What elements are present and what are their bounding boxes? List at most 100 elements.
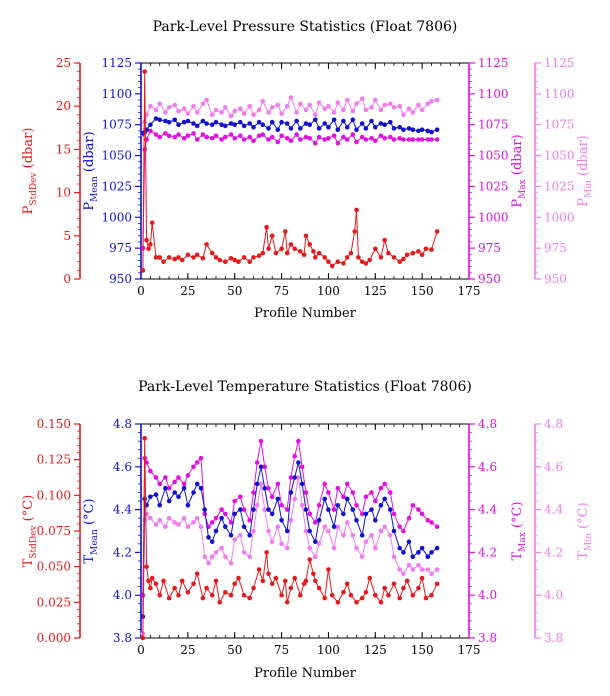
max-data-point	[209, 520, 215, 525]
stddev-data-point	[283, 229, 288, 234]
mean-data-point	[153, 492, 159, 497]
mean-data-point	[354, 518, 359, 523]
mean-data-point	[341, 118, 346, 124]
min-data-point	[419, 107, 425, 113]
max-data-point	[288, 475, 294, 480]
min-data-point	[185, 111, 191, 116]
max-data-point	[185, 133, 191, 139]
stddev-axis-title: PStdDev (dbar)	[21, 128, 39, 215]
x-tick-label: 0	[137, 643, 145, 657]
mean-data-point	[144, 503, 149, 508]
max-data-point	[279, 503, 284, 508]
stddev-data-point	[166, 255, 172, 260]
stddev-data-point	[179, 257, 185, 263]
mean-data-point	[335, 127, 341, 132]
min-data-point	[284, 545, 290, 551]
mean-data-point	[191, 490, 196, 495]
stddev-data-point	[311, 249, 316, 254]
stddev-axis-title-unit: (°C)	[21, 495, 36, 526]
min-data-point	[153, 522, 159, 527]
min-data-point	[251, 528, 256, 534]
stddev-tick-label: 0.025	[37, 595, 71, 609]
stddev-data-point	[264, 224, 269, 230]
mean-data-point	[434, 127, 440, 132]
mean-data-point	[363, 126, 369, 131]
mean-data-point	[228, 121, 234, 126]
max-data-point	[373, 498, 378, 504]
min-data-point	[378, 528, 384, 534]
stddev-data-point	[367, 257, 373, 263]
stddev-data-point	[378, 255, 384, 260]
mean-data-point	[292, 475, 298, 480]
x-tick-label: 75	[274, 284, 289, 298]
stddev-data-point	[200, 255, 206, 261]
mean-tick-label: 1100	[101, 87, 132, 101]
x-tick-label: 150	[411, 643, 434, 657]
x-tick-label: 175	[458, 643, 481, 657]
stddev-data-point	[251, 255, 256, 260]
max-axis-title: TMax (°C)	[510, 501, 528, 560]
stddev-data-point	[148, 242, 153, 247]
max-data-point	[401, 137, 406, 142]
min-series	[140, 475, 440, 636]
stddev-data-point	[273, 250, 279, 256]
stddev-data-point	[316, 250, 322, 256]
stddev-data-point	[416, 585, 421, 591]
stddev-data-point	[391, 255, 397, 260]
stddev-data-point	[386, 250, 391, 256]
max-data-point	[397, 524, 403, 529]
temperature-x-axis-label: Profile Number	[254, 666, 357, 681]
mean-data-point	[335, 503, 341, 508]
stddev-tick-label: 0.150	[37, 417, 71, 431]
min-tick-label: 950	[544, 272, 567, 286]
max-data-point	[429, 520, 434, 525]
mean-data-point	[176, 494, 181, 500]
stddev-data-point	[194, 252, 200, 258]
min-data-point	[213, 107, 219, 113]
min-data-point	[191, 520, 196, 525]
min-axis-title: PMin (dbar)	[576, 135, 594, 207]
mean-data-point	[232, 511, 237, 517]
mean-data-point	[153, 116, 159, 121]
min-data-point	[299, 503, 305, 508]
min-data-point	[406, 106, 412, 111]
max-data-point	[251, 490, 256, 495]
max-tick-label: 3.8	[478, 631, 497, 645]
mean-data-point	[200, 118, 206, 124]
mean-data-point	[350, 507, 356, 512]
max-data-point	[254, 460, 260, 465]
max-data-point	[238, 133, 243, 139]
stddev-tick-label: 0.000	[37, 631, 71, 645]
min-data-point	[181, 515, 187, 521]
mean-data-point	[181, 119, 187, 125]
max-data-point	[213, 515, 219, 521]
mean-series	[140, 460, 440, 619]
stddev-data-point	[176, 255, 181, 260]
x-tick-label: 125	[364, 643, 387, 657]
min-data-point	[335, 524, 341, 529]
stddev-data-point	[373, 592, 378, 598]
stddev-data-point	[209, 592, 215, 598]
min-data-point	[429, 99, 434, 104]
mean-data-point	[326, 507, 331, 512]
stddev-data-point	[191, 255, 196, 260]
min-y-axis: 950 975 1000 1025 1050 1075 1100 1125 PMin (dbar…	[534, 56, 594, 286]
max-data-point	[354, 503, 359, 508]
stddev-data-point	[217, 257, 222, 263]
stddev-data-point	[326, 259, 331, 265]
max-data-point	[251, 138, 256, 144]
mean-data-point	[429, 129, 434, 135]
stddev-data-point	[434, 581, 440, 587]
mean-data-point	[391, 126, 397, 131]
mean-data-point	[172, 490, 177, 495]
stddev-data-point	[200, 595, 206, 601]
mean-data-point	[322, 121, 328, 126]
stddev-data-point	[348, 592, 354, 598]
max-data-point	[157, 481, 162, 487]
max-tick-label: 1050	[478, 149, 509, 163]
max-data-point	[258, 438, 264, 444]
max-axis-title-unit: (dbar)	[510, 134, 525, 179]
mean-tick-label: 4.4	[113, 503, 132, 517]
mean-tick-label: 4.8	[113, 417, 132, 431]
mean-y-axis: 3.8 4.0 4.2 4.4 4.6 4.8 TMean (°C)	[82, 417, 142, 645]
